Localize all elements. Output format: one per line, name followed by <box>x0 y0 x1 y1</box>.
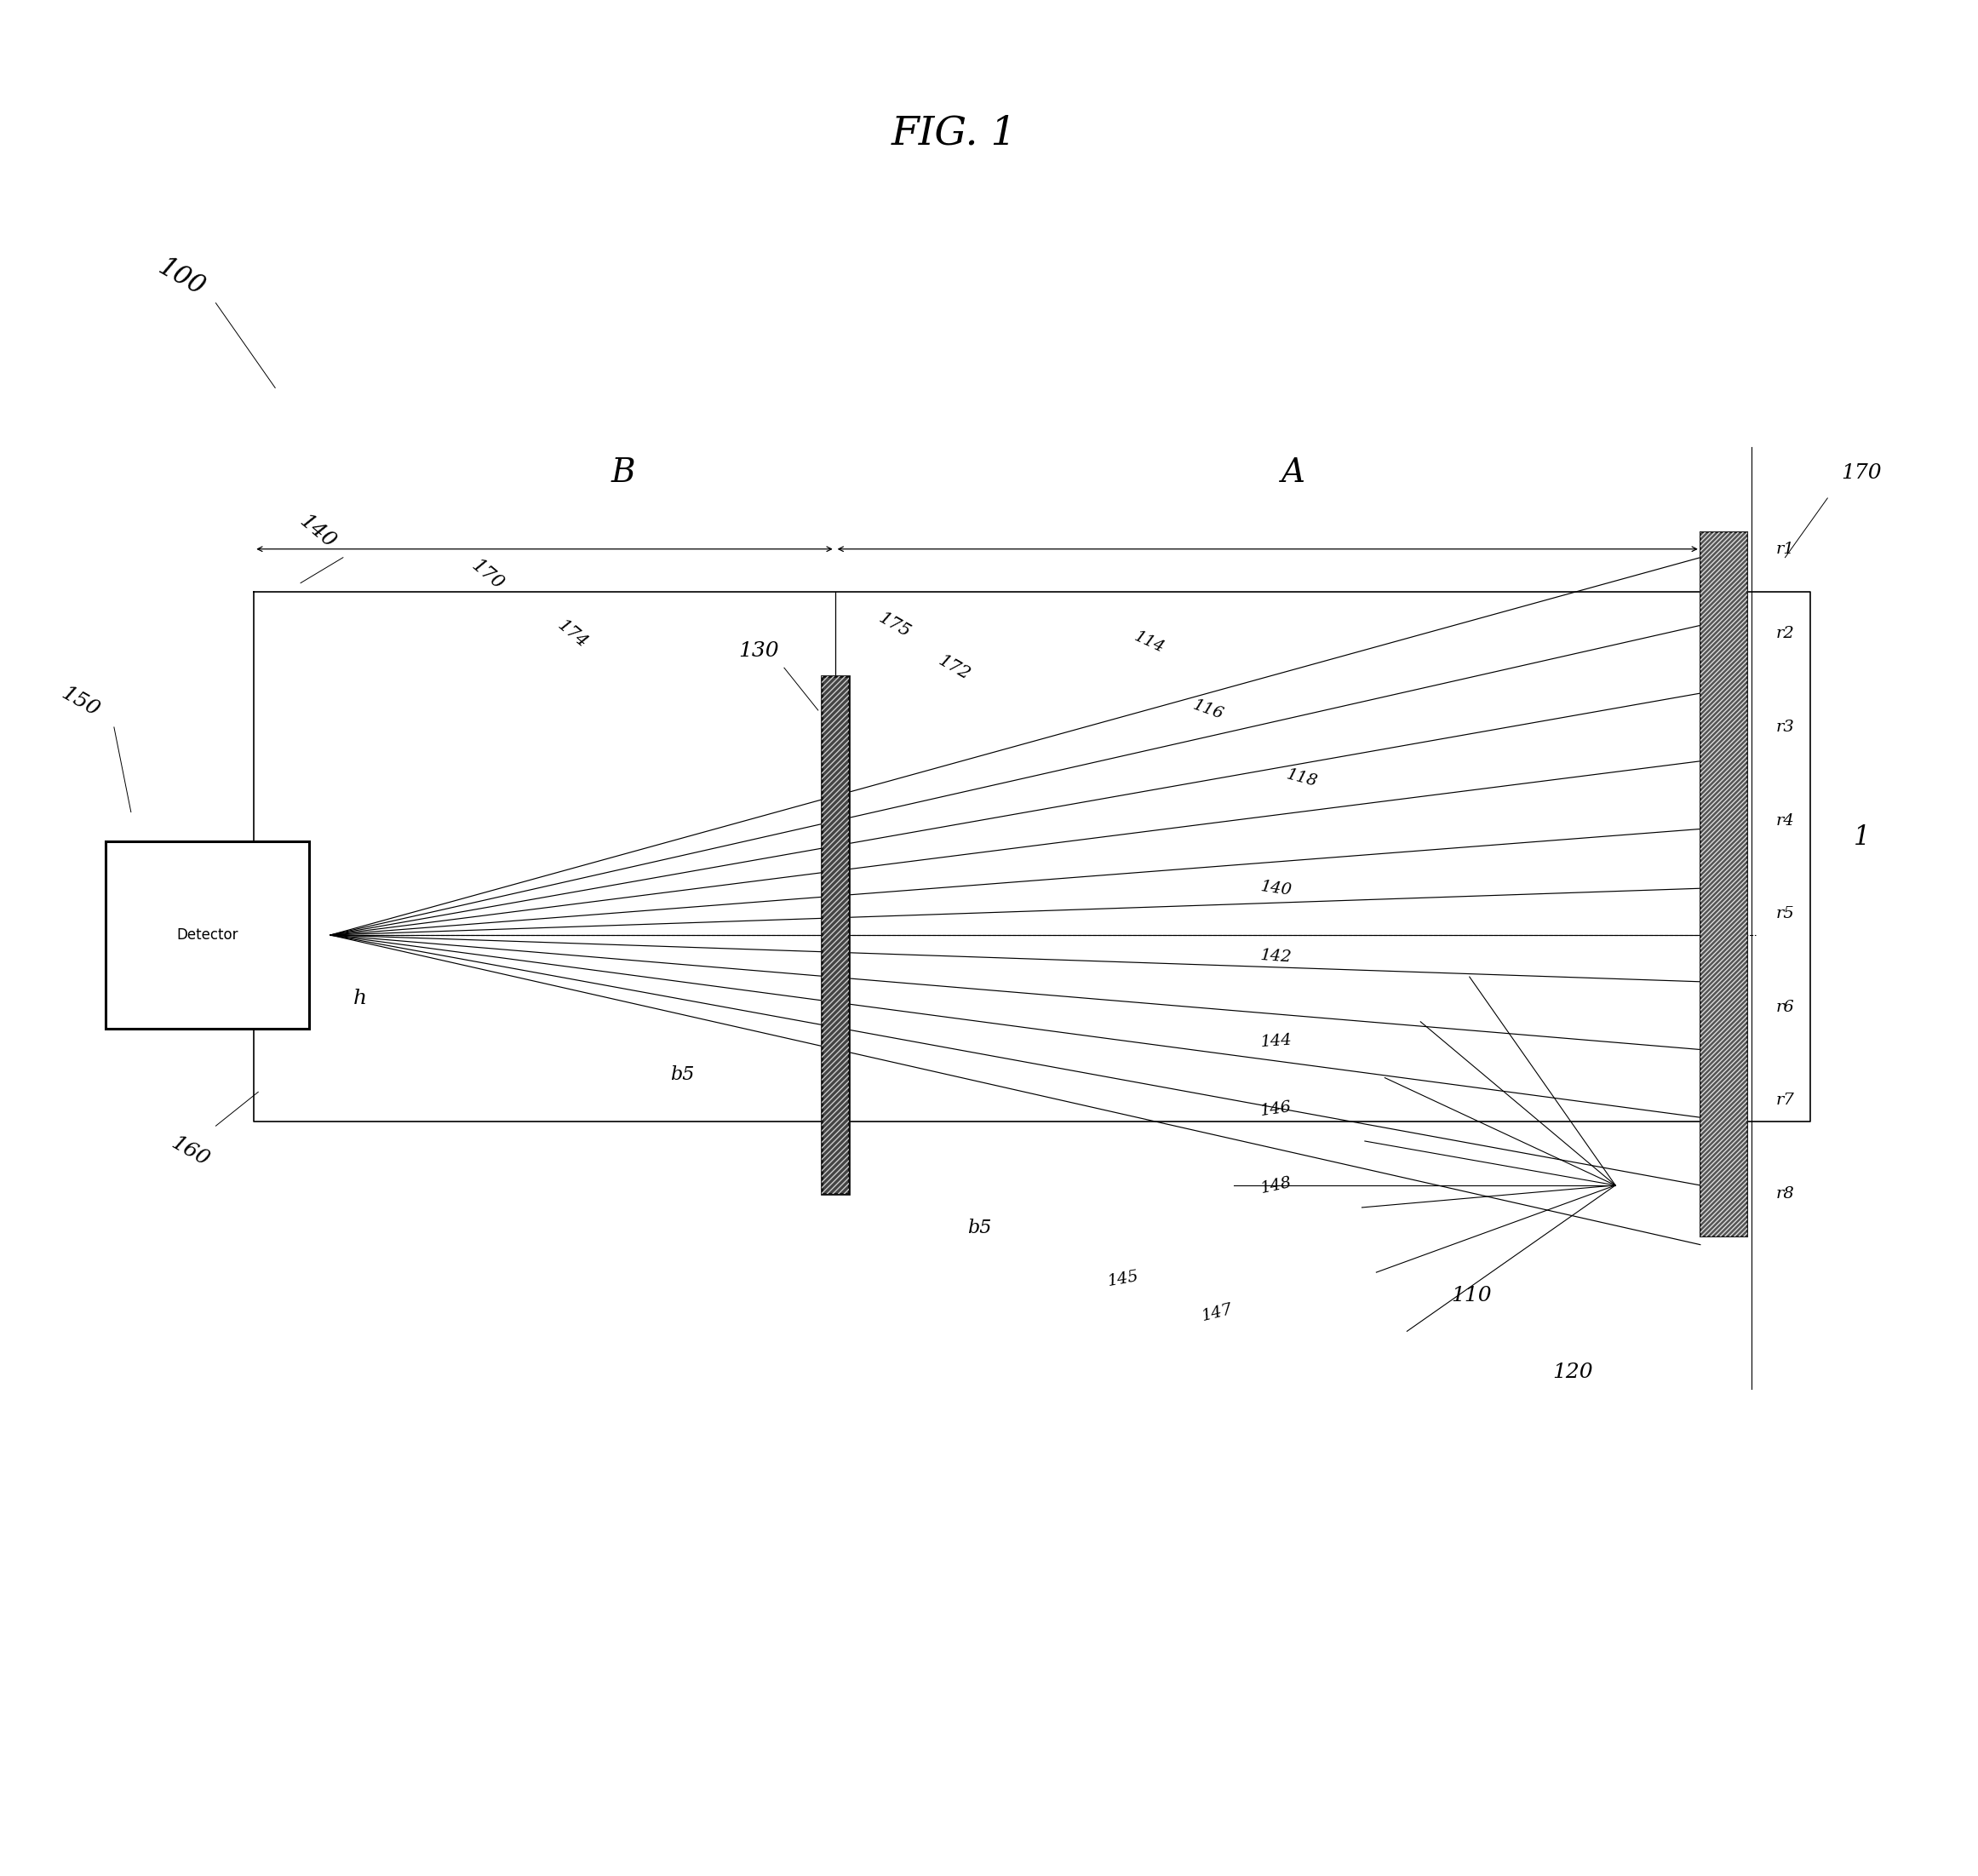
Text: r3: r3 <box>1776 720 1794 735</box>
Text: 100: 100 <box>154 253 210 302</box>
Text: r4: r4 <box>1776 812 1794 827</box>
Text: 118: 118 <box>1284 767 1319 790</box>
Text: 174: 174 <box>554 617 589 651</box>
Text: h: h <box>354 989 366 1009</box>
Text: 175: 175 <box>876 610 914 642</box>
Text: FIG. 1: FIG. 1 <box>890 114 1017 152</box>
Text: b5: b5 <box>671 1066 694 1084</box>
Bar <box>821 675 849 1193</box>
Text: 120: 120 <box>1553 1362 1594 1383</box>
Text: 114: 114 <box>1131 628 1167 657</box>
Text: b5: b5 <box>967 1218 991 1236</box>
Text: 170: 170 <box>1842 463 1881 482</box>
Text: r1: r1 <box>1776 542 1794 557</box>
Text: 145: 145 <box>1106 1268 1141 1289</box>
Text: 140: 140 <box>1260 878 1294 899</box>
Text: Detector: Detector <box>176 927 237 944</box>
Text: 146: 146 <box>1260 1099 1294 1118</box>
Text: A: A <box>1282 458 1305 488</box>
Bar <box>1701 533 1747 1236</box>
Text: 116: 116 <box>1191 698 1226 722</box>
Text: 144: 144 <box>1260 1032 1292 1051</box>
Text: 150: 150 <box>57 683 103 720</box>
Text: 140: 140 <box>297 512 340 553</box>
Text: r2: r2 <box>1776 627 1794 642</box>
Bar <box>821 675 849 1193</box>
Text: r6: r6 <box>1776 1000 1794 1015</box>
Text: 142: 142 <box>1260 947 1292 964</box>
Text: B: B <box>611 458 635 488</box>
Text: 130: 130 <box>738 642 779 660</box>
Text: 147: 147 <box>1199 1302 1234 1324</box>
Text: 1: 1 <box>1853 824 1869 850</box>
Text: 160: 160 <box>168 1133 214 1171</box>
Bar <box>1701 533 1747 1236</box>
Text: 110: 110 <box>1452 1285 1491 1306</box>
Text: r5: r5 <box>1776 906 1794 921</box>
Text: 148: 148 <box>1260 1174 1294 1197</box>
Bar <box>105 842 309 1028</box>
Text: 170: 170 <box>467 555 506 593</box>
Text: r8: r8 <box>1776 1186 1794 1201</box>
Text: 172: 172 <box>936 653 973 683</box>
Text: r7: r7 <box>1776 1094 1794 1109</box>
